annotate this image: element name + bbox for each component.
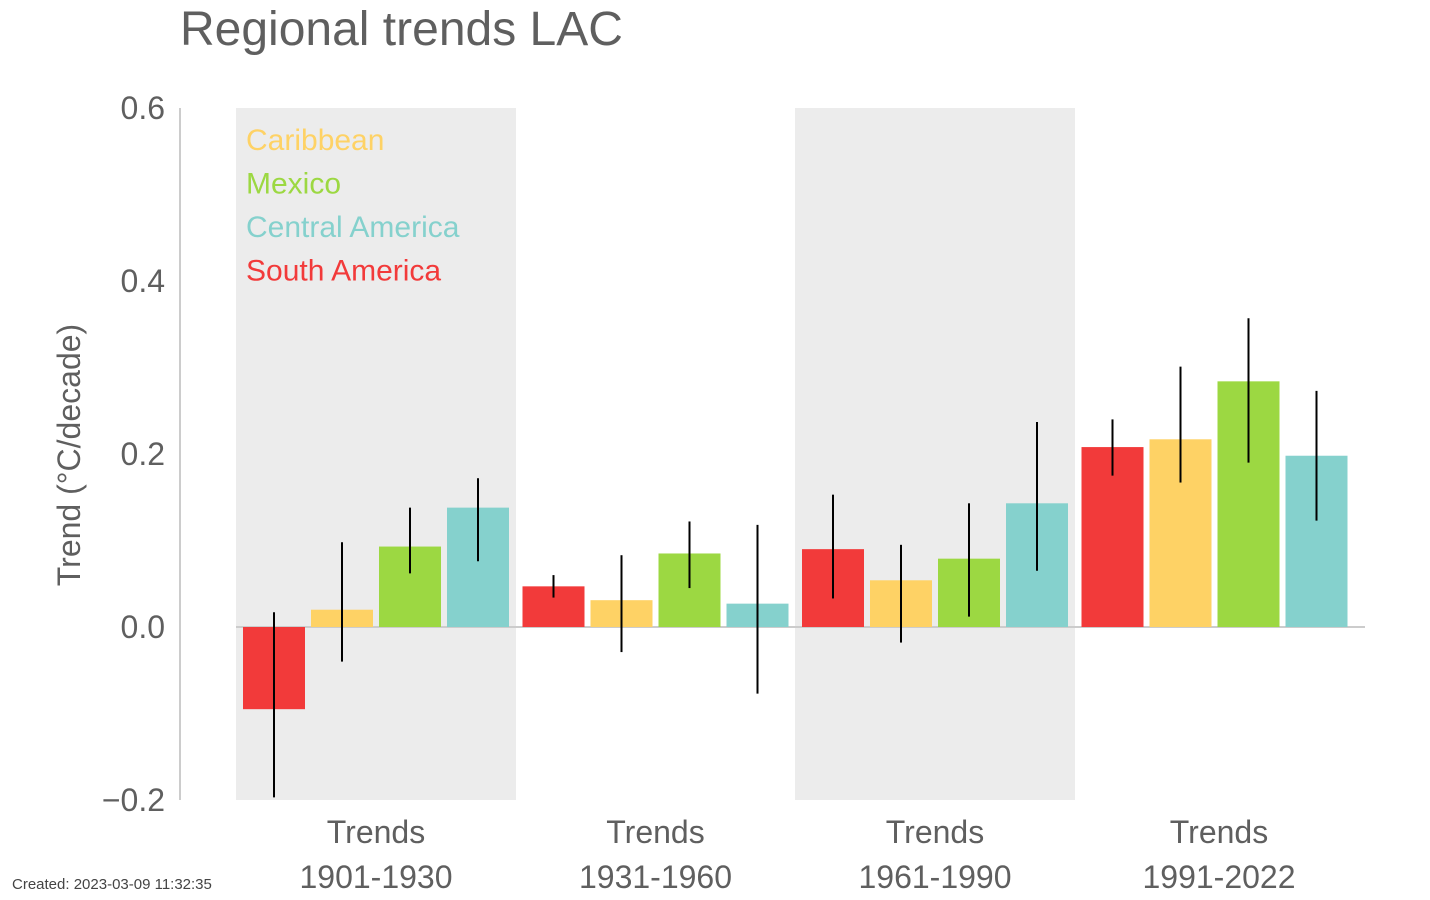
category-label: Trends [606,814,704,850]
created-timestamp: Created: 2023-03-09 11:32:35 [12,876,212,893]
legend-item: Mexico [246,168,341,201]
y-tick-label: 0.4 [121,263,165,299]
y-tick-label: −0.2 [102,782,165,818]
bar-south-america [1081,447,1144,627]
category-label: Trends [886,814,984,850]
category-period-label: 1901-1930 [299,859,452,895]
y-tick-label: 0.0 [121,609,165,645]
legend-item: Central America [246,211,460,244]
legend: Caribbean Mexico Central America South Amer… [246,124,460,288]
category-label: Trends [1170,814,1268,850]
chart-title: Regional trends LAC [180,3,623,56]
category-period-label: 1961-1990 [858,859,1011,895]
y-tick-label: 0.2 [121,436,165,472]
category-label: Trends [327,814,425,850]
error-bars [273,318,1318,798]
legend-item: South America [246,255,441,288]
y-tick-label: 0.6 [121,90,165,126]
y-axis-label: Trend (°C/decade) [51,324,87,586]
period-shade [795,108,1075,800]
category-period-label: 1931-1960 [579,859,732,895]
legend-item: Caribbean [246,124,384,157]
category-labels: Trends 1901-1930 Trends 1931-1960 Trends 1961… [299,814,1295,895]
category-period-label: 1991-2022 [1142,859,1295,895]
